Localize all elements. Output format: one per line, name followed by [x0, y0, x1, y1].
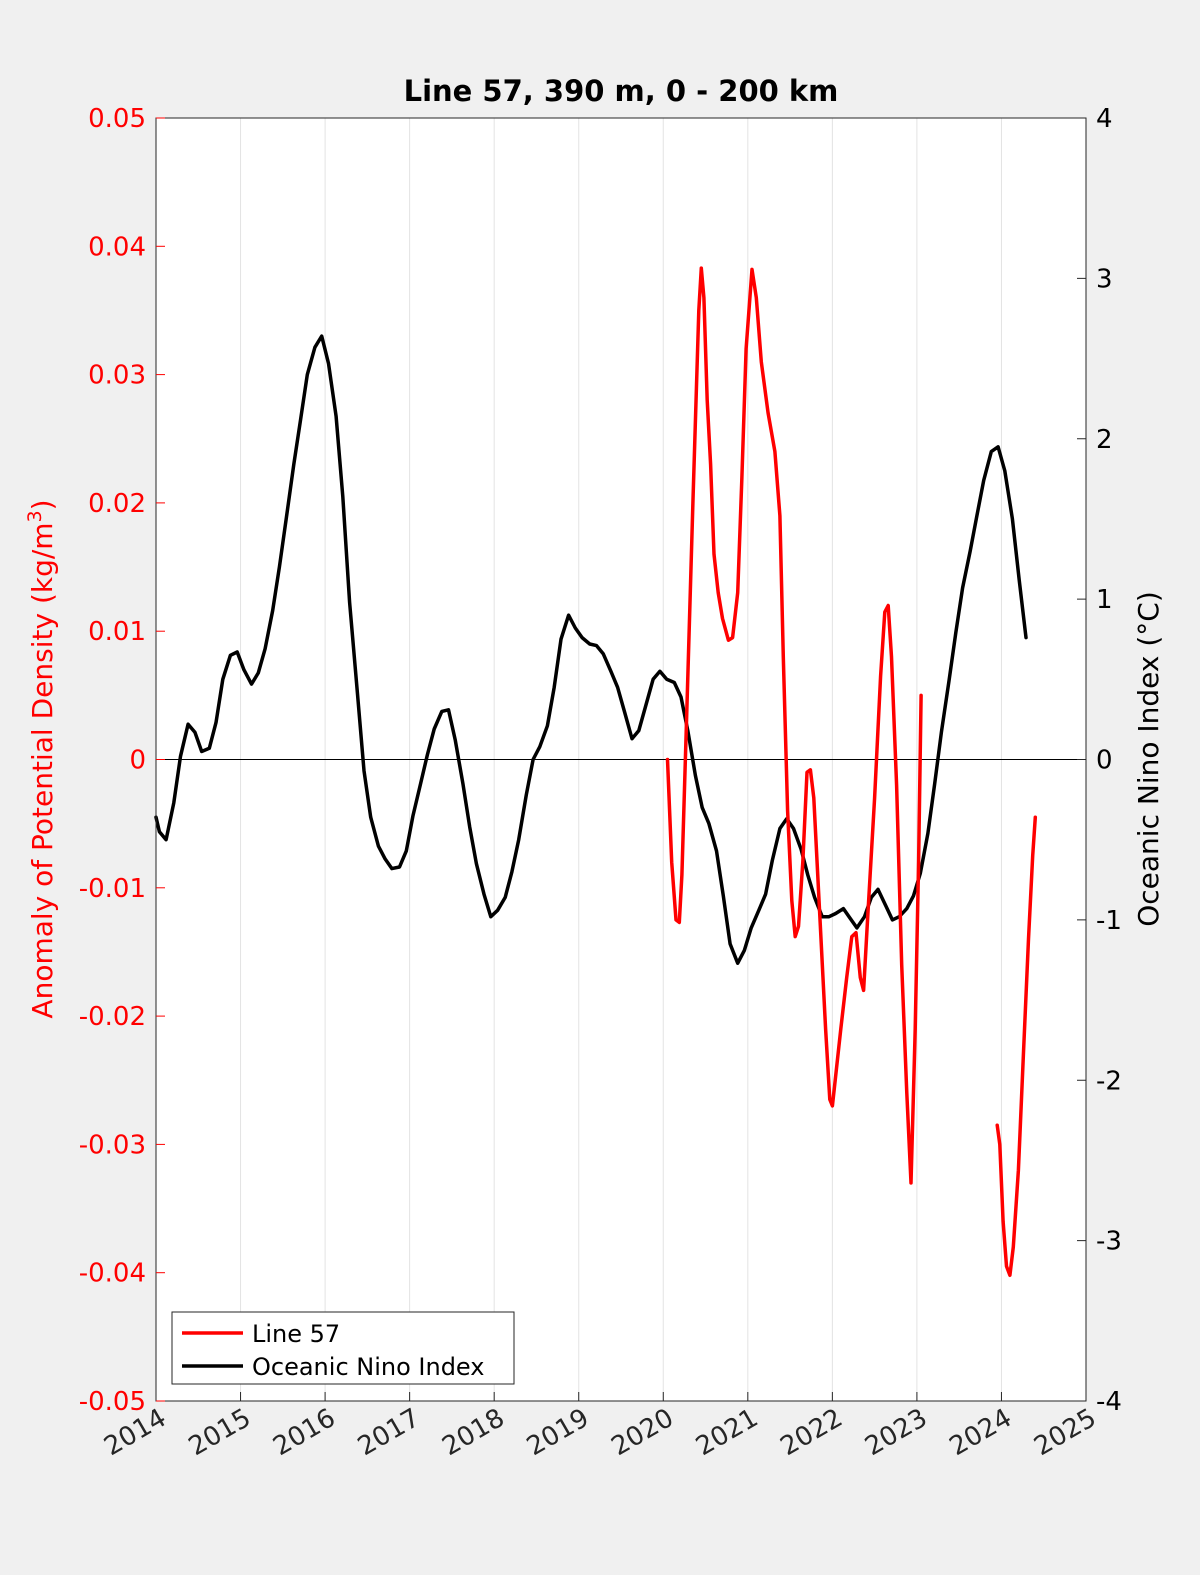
x-tick-label: 2025: [1029, 1403, 1101, 1462]
y-axis-right: -4 -3 -2 -1 0 1 2 3 4: [1077, 104, 1122, 1417]
x-tick-label: 2021: [691, 1403, 763, 1462]
series-layer: [154, 266, 1038, 1278]
y-left-tick-label: 0.03: [88, 361, 146, 391]
y-left-tick-label: 0: [129, 746, 146, 776]
y-axis-left-label: Anomaly of Potential Density (kg/m3): [24, 499, 59, 1018]
y-left-tick-label: 0.01: [88, 617, 146, 647]
legend: Line 57 Oceanic Nino Index: [171, 1311, 515, 1385]
y-axis-left: -0.05 -0.04 -0.03 -0.02 -0.01 0 0.01 0.02 0.03 0.…: [79, 104, 165, 1417]
legend-label-line57: Line 57: [252, 1320, 340, 1348]
chart-title: Line 57, 390 m, 0 - 200 km: [404, 74, 839, 108]
y-left-tick-label: -0.01: [79, 874, 146, 904]
y-right-tick-label: 1: [1096, 585, 1113, 615]
x-tick-label: 2018: [437, 1403, 509, 1462]
y-left-tick-label: 0.05: [88, 104, 146, 134]
legend-label-oni: Oceanic Nino Index: [252, 1353, 484, 1381]
x-tick-label: 2023: [860, 1403, 932, 1462]
x-tick-label: 2020: [606, 1403, 678, 1462]
legend-box: [171, 1311, 515, 1385]
x-tick-label: 2022: [776, 1403, 848, 1462]
x-tick-label: 2019: [522, 1403, 594, 1462]
y-axis-right-label: Oceanic Nino Index (°C): [1132, 591, 1165, 927]
x-tick-label: 2016: [268, 1403, 340, 1462]
line57-series-line: [995, 815, 1038, 1278]
y-right-tick-label: 3: [1096, 264, 1113, 294]
x-tick-label: 2024: [945, 1403, 1017, 1462]
y-left-tick-label: 0.02: [88, 489, 146, 519]
y-right-tick-label: 2: [1096, 425, 1113, 455]
y-right-tick-label: -3: [1096, 1227, 1122, 1257]
x-axis: 2014 2015 2016 2017 2018 2019 2020 2021 2022 2023…: [99, 1392, 1102, 1462]
y-left-tick-label: -0.02: [79, 1002, 146, 1032]
line57-series-line: [665, 266, 923, 1185]
oni-series-line: [154, 334, 1028, 965]
x-tick-label: 2017: [353, 1403, 425, 1462]
y-right-tick-label: -2: [1096, 1066, 1122, 1096]
y-left-tick-label: -0.05: [79, 1387, 146, 1417]
x-tick-label: 2015: [184, 1403, 256, 1462]
y-left-tick-label: -0.03: [79, 1130, 146, 1160]
y-right-tick-label: -4: [1096, 1387, 1122, 1417]
y-right-tick-label: -1: [1096, 906, 1122, 936]
y-left-tick-label: 0.04: [88, 232, 146, 262]
y-right-tick-label: 4: [1096, 104, 1113, 134]
y-left-tick-label: -0.04: [79, 1259, 146, 1289]
y-right-tick-label: 0: [1096, 746, 1113, 776]
